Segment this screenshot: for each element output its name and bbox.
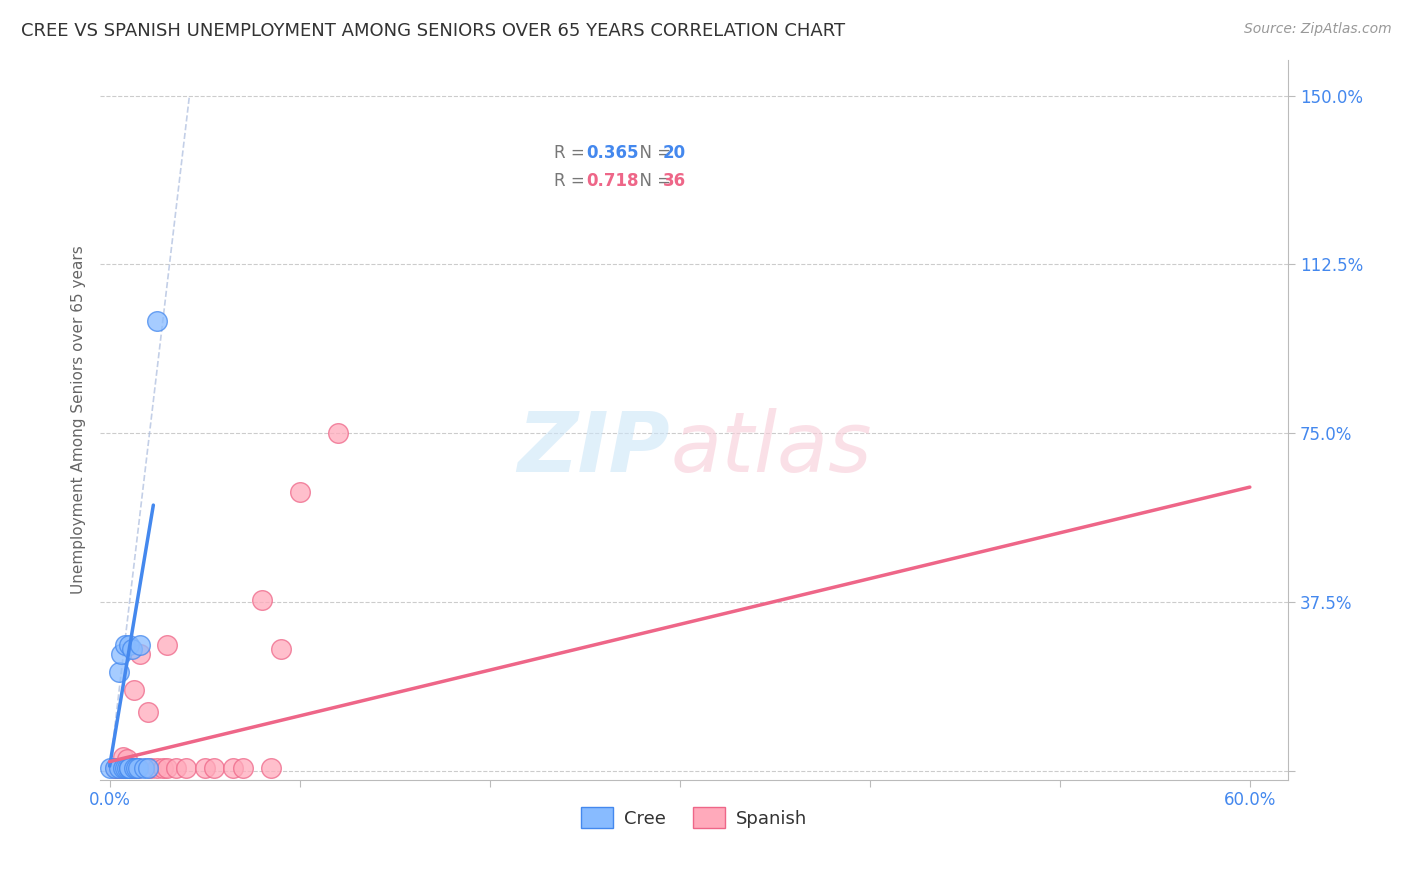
Point xyxy=(114,638,136,652)
Point xyxy=(117,761,139,775)
Point xyxy=(121,761,143,775)
Point xyxy=(117,761,139,775)
Text: ZIP: ZIP xyxy=(517,408,671,489)
Point xyxy=(104,761,127,775)
Point xyxy=(146,761,169,775)
Text: 36: 36 xyxy=(662,172,686,190)
Point xyxy=(114,761,136,775)
Point xyxy=(270,642,292,657)
Point xyxy=(156,638,179,652)
Point xyxy=(156,761,179,775)
Point xyxy=(117,761,139,775)
Point xyxy=(125,761,148,775)
Point xyxy=(124,761,146,775)
Text: 0.718: 0.718 xyxy=(586,172,640,190)
Point xyxy=(111,750,134,764)
Text: R =: R = xyxy=(554,172,591,190)
Point xyxy=(222,761,245,775)
Point xyxy=(108,761,131,775)
Point xyxy=(124,682,146,697)
Point xyxy=(104,761,127,775)
Point xyxy=(194,761,217,775)
Point xyxy=(202,761,225,775)
Point xyxy=(165,761,187,775)
Point xyxy=(111,761,134,775)
Point xyxy=(141,761,163,775)
Text: R =: R = xyxy=(554,144,591,162)
Point xyxy=(132,761,155,775)
Point xyxy=(121,642,143,657)
Point xyxy=(288,484,311,499)
Point xyxy=(98,761,121,775)
Point xyxy=(115,752,138,766)
Point xyxy=(120,761,142,775)
Point xyxy=(117,638,139,652)
Text: 0.365: 0.365 xyxy=(586,144,640,162)
Text: atlas: atlas xyxy=(671,408,872,489)
Point xyxy=(174,761,197,775)
Point xyxy=(250,592,273,607)
Point xyxy=(152,761,174,775)
Text: Source: ZipAtlas.com: Source: ZipAtlas.com xyxy=(1244,22,1392,37)
Point xyxy=(146,313,169,327)
Legend: Cree, Spanish: Cree, Spanish xyxy=(574,800,814,836)
Point xyxy=(105,761,128,775)
Point xyxy=(136,761,159,775)
Point xyxy=(114,761,136,775)
Point xyxy=(260,761,283,775)
Point xyxy=(111,761,134,775)
Point xyxy=(108,761,131,775)
Point xyxy=(114,761,136,775)
Text: CREE VS SPANISH UNEMPLOYMENT AMONG SENIORS OVER 65 YEARS CORRELATION CHART: CREE VS SPANISH UNEMPLOYMENT AMONG SENIO… xyxy=(21,22,845,40)
Point xyxy=(127,761,149,775)
Y-axis label: Unemployment Among Seniors over 65 years: Unemployment Among Seniors over 65 years xyxy=(72,245,86,594)
Point xyxy=(117,761,139,775)
Point xyxy=(115,761,138,775)
Text: 20: 20 xyxy=(662,144,686,162)
Point xyxy=(110,761,132,775)
Point xyxy=(326,426,349,441)
Point xyxy=(127,761,149,775)
Point xyxy=(232,761,254,775)
Point xyxy=(115,761,138,775)
Point xyxy=(124,761,146,775)
Point xyxy=(129,647,152,661)
Text: N =: N = xyxy=(628,144,676,162)
Point xyxy=(108,665,131,679)
Point xyxy=(136,705,159,719)
Point xyxy=(129,638,152,652)
Text: N =: N = xyxy=(628,172,676,190)
Point xyxy=(110,647,132,661)
Point xyxy=(125,761,148,775)
